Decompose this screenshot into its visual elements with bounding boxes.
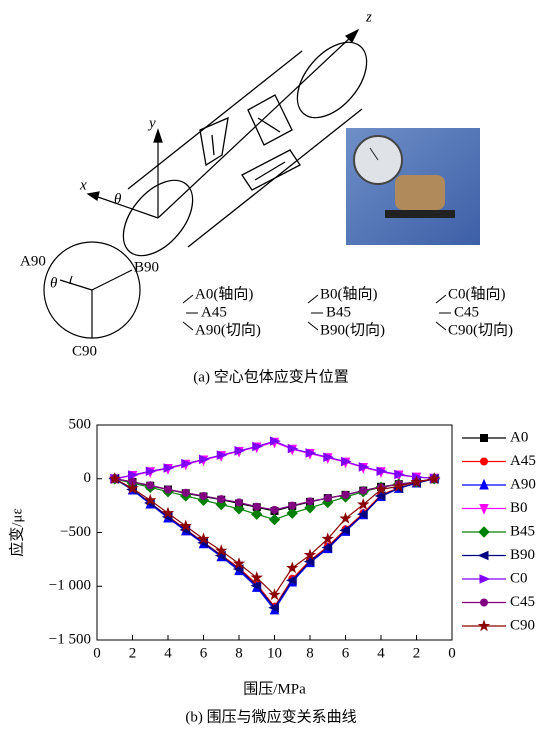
photo — [346, 128, 480, 245]
legend-marker — [479, 527, 489, 537]
legend-marker — [480, 458, 488, 466]
gauge-label: C90(切向) — [448, 321, 513, 338]
x-tick-label: 0 — [448, 645, 456, 661]
gauge-label: C90 — [72, 343, 97, 359]
gauge-label: C0(轴向) — [448, 285, 506, 302]
marker — [235, 498, 243, 506]
y-tick-label: 500 — [69, 416, 92, 432]
marker — [200, 492, 208, 500]
legend-marker — [479, 621, 489, 630]
y-tick-label: −1 500 — [49, 631, 91, 647]
x-tick-label: 6 — [342, 645, 350, 661]
legend-marker — [479, 552, 488, 560]
axis-label: y — [147, 115, 156, 131]
legend-marker — [480, 434, 488, 442]
x-tick-label: 4 — [377, 645, 385, 661]
angle-label: θ — [50, 275, 58, 291]
section — [44, 242, 140, 338]
axis-label: z — [365, 9, 372, 25]
gauge-label: A90 — [20, 253, 46, 269]
x-tick-label: 10 — [267, 645, 282, 661]
x-tick-label: 8 — [235, 645, 243, 661]
axis-label: x — [79, 177, 87, 193]
gauge-label: B90(切向) — [320, 321, 385, 338]
legend-label: B45 — [510, 523, 535, 539]
y-axis-label: 应变/με — [7, 508, 25, 557]
gauge-label: A0(轴向) — [195, 285, 253, 302]
marker — [288, 502, 296, 510]
gauge-label: B45 — [326, 304, 351, 320]
marker — [217, 495, 225, 503]
x-tick-label: 2 — [129, 645, 137, 661]
legend-label: C90 — [510, 617, 535, 633]
marker — [324, 494, 332, 502]
marker — [287, 563, 297, 572]
marker — [164, 486, 172, 494]
x-axis-label: 围压/MPa — [243, 680, 306, 697]
legend-marker — [480, 575, 489, 583]
x-tick-label: 4 — [164, 645, 172, 661]
y-tick-label: −500 — [60, 524, 91, 540]
legend-label: A45 — [510, 453, 536, 469]
x-tick-label: 8 — [306, 645, 314, 661]
legend-label: C45 — [510, 594, 535, 610]
series-line — [115, 479, 435, 595]
legend-label: A0 — [510, 429, 528, 445]
marker — [359, 487, 367, 495]
marker — [146, 481, 154, 489]
caption: (b) 围压与微应变关系曲线 — [185, 707, 356, 725]
legend-marker — [480, 599, 488, 607]
y-tick-label: −1 000 — [49, 578, 91, 594]
chart: 0 2 4 6 8 10 8 6 4 2 0 500 0 −500 −1 000 −1 500 围压/MPa 应变… — [7, 416, 535, 725]
x-tick-label: 2 — [413, 645, 421, 661]
marker — [253, 503, 261, 511]
y-tick-label: 0 — [84, 470, 92, 486]
series-line — [115, 479, 435, 607]
caption: (a) 空心包体应变片位置 — [193, 367, 348, 385]
angle-label: θ — [114, 191, 122, 207]
marker — [271, 506, 279, 514]
gauge-label: B0(轴向) — [320, 285, 378, 302]
legend-label: C0 — [510, 570, 528, 586]
legend-label: A90 — [510, 476, 536, 492]
legend-label: B90 — [510, 547, 535, 563]
gauge-label: C45 — [454, 304, 479, 320]
gauge-label: A45 — [201, 304, 227, 320]
marker — [306, 497, 314, 505]
marker — [341, 514, 351, 523]
x-tick-label: 0 — [93, 645, 101, 661]
marker — [342, 491, 350, 499]
legend-label: B0 — [510, 500, 528, 516]
cylinder — [110, 30, 380, 269]
x-tick-label: 6 — [200, 645, 208, 661]
marker — [270, 515, 280, 525]
gauge-label: B90 — [134, 259, 159, 275]
gauge-label: A90(切向) — [195, 321, 261, 338]
marker — [182, 489, 190, 497]
figure: z y x θ A90 B90 C90 θ A0(轴向)A45A90(切向)B0… — [0, 0, 542, 738]
